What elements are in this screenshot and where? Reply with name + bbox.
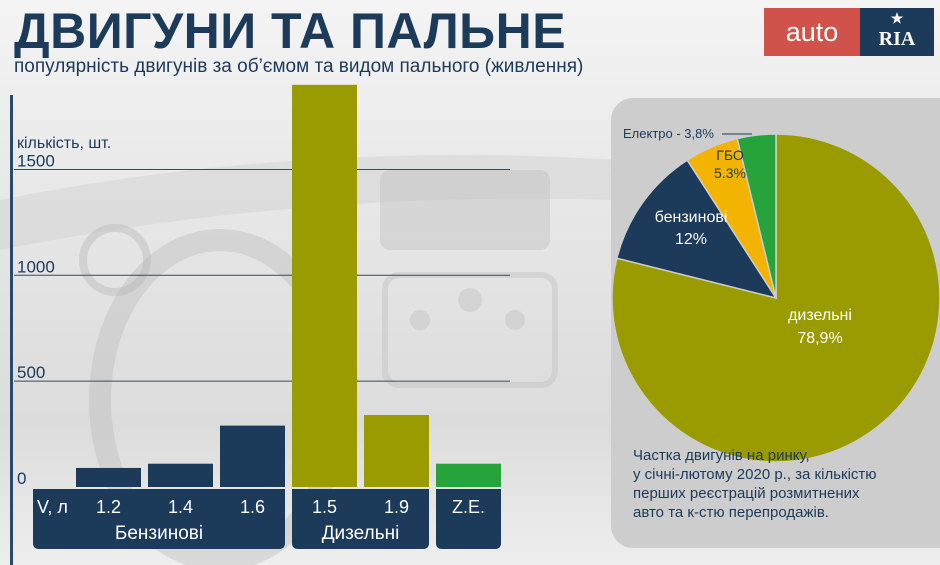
x-axis-label: V, л	[37, 497, 68, 517]
autoria-logo[interactable]: auto ★ RIA	[764, 8, 934, 56]
category-group-box	[33, 489, 285, 549]
category-group-box	[436, 489, 501, 549]
bar	[76, 467, 141, 487]
x-tick-label: 1.5	[312, 497, 337, 517]
pie-label-value: 78,9%	[797, 330, 842, 347]
note-line-2: у січні-лютому 2020 р., за кількістю	[633, 466, 877, 483]
pie-slice	[615, 159, 778, 300]
y-tick-label: 0	[17, 469, 26, 488]
y-tick-label: 1500	[17, 151, 55, 170]
x-tick-label: 1.6	[240, 497, 265, 517]
pie-label-name: бензинові	[655, 209, 728, 226]
y-tick-label: 500	[17, 363, 45, 382]
x-tick-label: 1.2	[96, 497, 121, 517]
pie-slice	[736, 133, 777, 299]
pie-label-name: ГБО	[716, 147, 744, 163]
logo-ria-text: RIA	[878, 28, 916, 50]
note-line-1: Частка двигунів на ринку,	[633, 447, 810, 464]
pie-label-value: 5.3%	[714, 165, 746, 181]
pie-label-electro: Електро - 3,8%	[623, 126, 714, 141]
page-title: ДВИГУНИ ТА ПАЛЬНЕ	[14, 3, 567, 59]
group-label: Бензинові	[115, 523, 203, 544]
x-tick-label: 1.4	[168, 497, 193, 517]
pie-label-value: 12%	[675, 231, 707, 248]
bar	[292, 84, 357, 488]
star-icon: ★	[890, 12, 904, 27]
y-tick-label: 1000	[17, 257, 55, 276]
category-group-box	[292, 489, 429, 549]
chart-note: Частка двигунів на ринку, у січні-лютому…	[633, 446, 933, 522]
left-accent-rule	[10, 95, 13, 565]
bar	[220, 425, 285, 487]
bar	[364, 415, 429, 487]
note-line-4: авто та к-стю перепродажів.	[633, 504, 829, 521]
group-label: Дизельні	[322, 523, 400, 544]
bar	[436, 463, 501, 487]
pie-slice	[611, 133, 940, 463]
logo-ria-block: ★ RIA	[860, 8, 934, 56]
x-tick-label: 1.9	[384, 497, 409, 517]
x-tick-label: Z.E.	[452, 497, 485, 517]
bar	[148, 463, 213, 487]
logo-auto-text: auto	[764, 8, 860, 56]
y-axis-label: кількість, шт.	[17, 135, 111, 152]
page-subtitle: популярність двигунів за об’ємом та видо…	[14, 56, 584, 77]
note-line-3: перших реєстрацій розмитнених	[633, 485, 860, 502]
pie-label-name: дизельні	[788, 307, 852, 324]
